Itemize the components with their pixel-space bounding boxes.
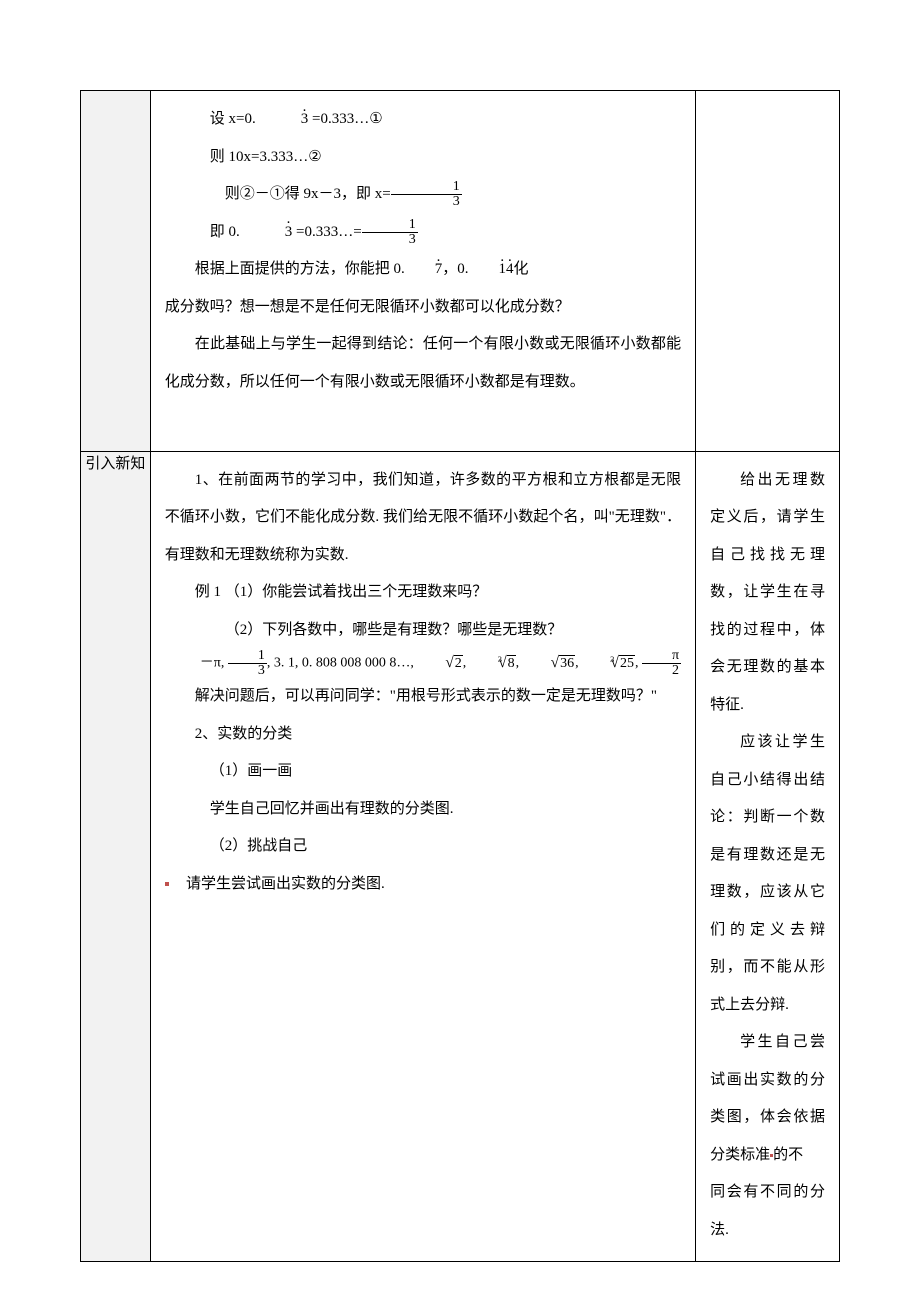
recurring-3: 3	[240, 214, 293, 252]
row2-content-cell: 1、在前面两节的学习中，我们知道，许多数的平方根和立方根都是无限不循环小数，它们…	[150, 451, 695, 1262]
number-list: －π, 13, 3. 1, 0. 808 008 000 8…, √2, 3√8…	[165, 649, 681, 678]
text: 根据上面提供的方法，你能把 0.	[195, 261, 405, 277]
fraction-1-3: 13	[391, 180, 462, 209]
eq-line-1: 设 x=0.3 =0.333…①	[165, 101, 681, 139]
question-1: 根据上面提供的方法，你能把 0.7，0.14化	[165, 251, 681, 289]
numerator: 1	[391, 180, 462, 195]
radicand: 36	[559, 655, 575, 671]
note-p2: 应该让学生自己小结得出结论：判断一个数是有理数还是无理数，应该从它们的定义去辩别…	[710, 724, 825, 1024]
example-1-1: 例 1 （1）你能尝试着找出三个无理数来吗？	[165, 574, 681, 612]
denominator: 3	[228, 664, 267, 678]
denominator: 2	[642, 664, 681, 678]
bullet-icon	[165, 882, 169, 886]
table-row: 设 x=0.3 =0.333…① 则 10x=3.333…② 则②－①得 9x－…	[81, 91, 840, 452]
note-p3: 学生自己尝试画出实数的分类图，体会依据分类标准的不	[710, 1024, 825, 1174]
table-row: 引入新知 1、在前面两节的学习中，我们知道，许多数的平方根和立方根都是无限不循环…	[81, 451, 840, 1262]
followup-question: 解决问题后，可以再问同学："用根号形式表示的数一定是无理数吗？"	[165, 678, 681, 716]
sub-2: （2）挑战自己	[165, 828, 681, 866]
text: 则②－①得 9x－3，即 x=	[225, 186, 391, 202]
text: =0.333…=	[292, 224, 361, 240]
text: －π,	[200, 656, 225, 671]
numerator: 1	[228, 649, 267, 664]
denominator: 3	[391, 195, 462, 209]
text: 化	[514, 261, 529, 277]
text: ，0.	[442, 261, 468, 277]
cbrt-8: 3√8	[470, 652, 516, 674]
row2-note-cell: 给出无理数定义后，请学生自己找找无理数，让学生在寻找的过程中，体会无理数的基本特…	[696, 451, 840, 1262]
row2-label-cell: 引入新知	[81, 451, 151, 1262]
note-p1: 给出无理数定义后，请学生自己找找无理数，让学生在寻找的过程中，体会无理数的基本特…	[710, 462, 825, 725]
text: 请学生尝试画出实数的分类图.	[186, 876, 385, 892]
numerator: 1	[362, 218, 418, 233]
text: 学生自己尝试画出实数的分类图，体会依据分类标准	[710, 1034, 825, 1163]
text: 设 x=0.	[210, 111, 256, 127]
question-1-cont: 成分数吗？想一想是不是任何无限循环小数都可以化成分数？	[165, 289, 681, 327]
row1-content-cell: 设 x=0.3 =0.333…① 则 10x=3.333…② 则②－①得 9x－…	[150, 91, 695, 452]
radicand: 25	[619, 655, 635, 671]
row2-content: 1、在前面两节的学习中，我们知道，许多数的平方根和立方根都是无限不循环小数，它们…	[151, 452, 695, 916]
row2-note: 给出无理数定义后，请学生自己找找无理数，让学生在寻找的过程中，体会无理数的基本特…	[696, 452, 839, 1262]
fraction: 13	[228, 649, 267, 678]
text: =0.333…①	[308, 111, 382, 127]
row1-content: 设 x=0.3 =0.333…① 则 10x=3.333…② 则②－①得 9x－…	[151, 91, 695, 451]
conclusion: 在此基础上与学生一起得到结论：任何一个有限小数或无限循环小数都能化成分数，所以任…	[165, 326, 681, 401]
row1-note	[696, 91, 839, 113]
row2-label: 引入新知	[85, 456, 145, 472]
eq-line-2: 则 10x=3.333…②	[165, 139, 681, 177]
row1-note-cell	[696, 91, 840, 452]
cbrt-25: 3√25	[582, 652, 635, 674]
recurring-14: 14	[469, 251, 514, 289]
text: , 3. 1, 0. 808 008 000 8…,	[267, 656, 418, 671]
sqrt-2: √2	[417, 652, 462, 674]
radicand: 2	[454, 655, 463, 671]
numerator: π	[642, 649, 681, 664]
row1-label-cell	[81, 91, 151, 452]
sub-1: （1）画一画	[165, 753, 681, 791]
fraction-pi-2: π2	[642, 649, 681, 678]
recurring-7: 7	[405, 251, 443, 289]
spacer	[165, 401, 681, 439]
lesson-table: 设 x=0.3 =0.333…① 则 10x=3.333…② 则②－①得 9x－…	[80, 90, 840, 1262]
recurring-3: 3	[256, 101, 309, 139]
intro-para: 1、在前面两节的学习中，我们知道，许多数的平方根和立方根都是无限不循环小数，它们…	[165, 462, 681, 575]
heading-classification: 2、实数的分类	[165, 716, 681, 754]
example-1-2: （2）下列各数中，哪些是有理数？哪些是无理数？	[165, 612, 681, 650]
sub-2-text: 请学生尝试画出实数的分类图.	[165, 866, 681, 904]
sqrt-36: √36	[523, 652, 575, 674]
radicand: 8	[507, 655, 516, 671]
sub-1-text: 学生自己回忆并画出有理数的分类图.	[165, 791, 681, 829]
text: 即 0.	[210, 224, 240, 240]
text: 的不	[773, 1147, 803, 1163]
note-p4: 同会有不同的分法.	[710, 1174, 825, 1249]
